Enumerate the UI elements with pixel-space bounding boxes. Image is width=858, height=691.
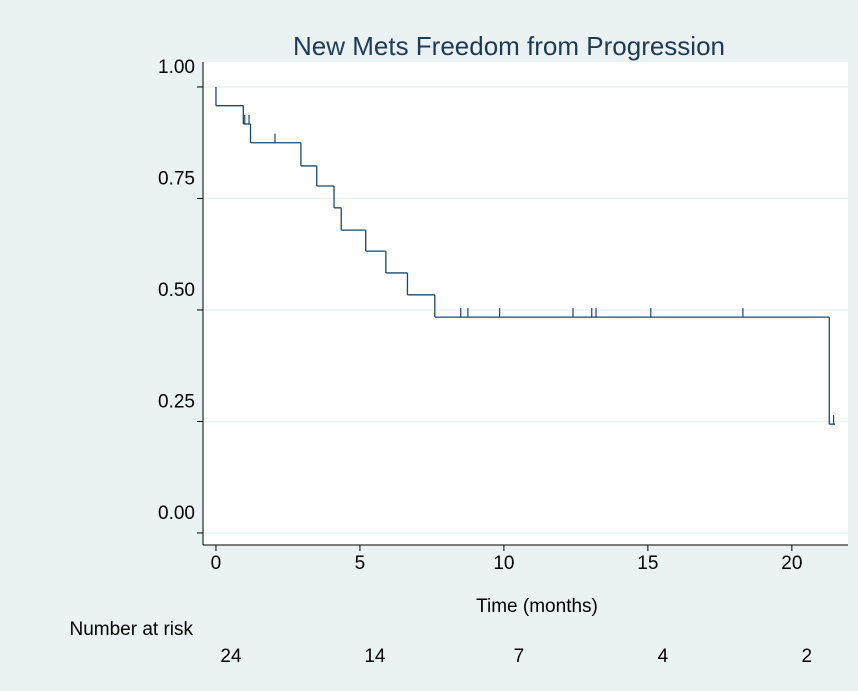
risk-count: 4: [658, 646, 669, 667]
y-tick-label: 0.25: [158, 391, 195, 412]
x-axis-label: Time (months): [476, 596, 598, 617]
x-tick-label: 15: [637, 553, 658, 574]
y-tick-label: 0.50: [158, 280, 195, 301]
risk-count: 2: [802, 646, 813, 667]
plot-area: [203, 62, 848, 545]
risk-count: 7: [514, 646, 525, 667]
y-tick-label: 1.00: [158, 57, 195, 78]
x-tick-label: 0: [211, 553, 222, 574]
x-tick-label: 10: [493, 553, 514, 574]
y-tick-label: 0.75: [158, 168, 195, 189]
risk-count: 14: [364, 646, 386, 667]
chart-title: New Mets Freedom from Progression: [293, 31, 725, 61]
risk-table-label: Number at risk: [69, 619, 193, 640]
risk-count: 24: [220, 646, 242, 667]
y-tick-label: 0.00: [158, 503, 195, 524]
x-tick-label: 20: [781, 553, 802, 574]
x-tick-label: 5: [355, 553, 366, 574]
